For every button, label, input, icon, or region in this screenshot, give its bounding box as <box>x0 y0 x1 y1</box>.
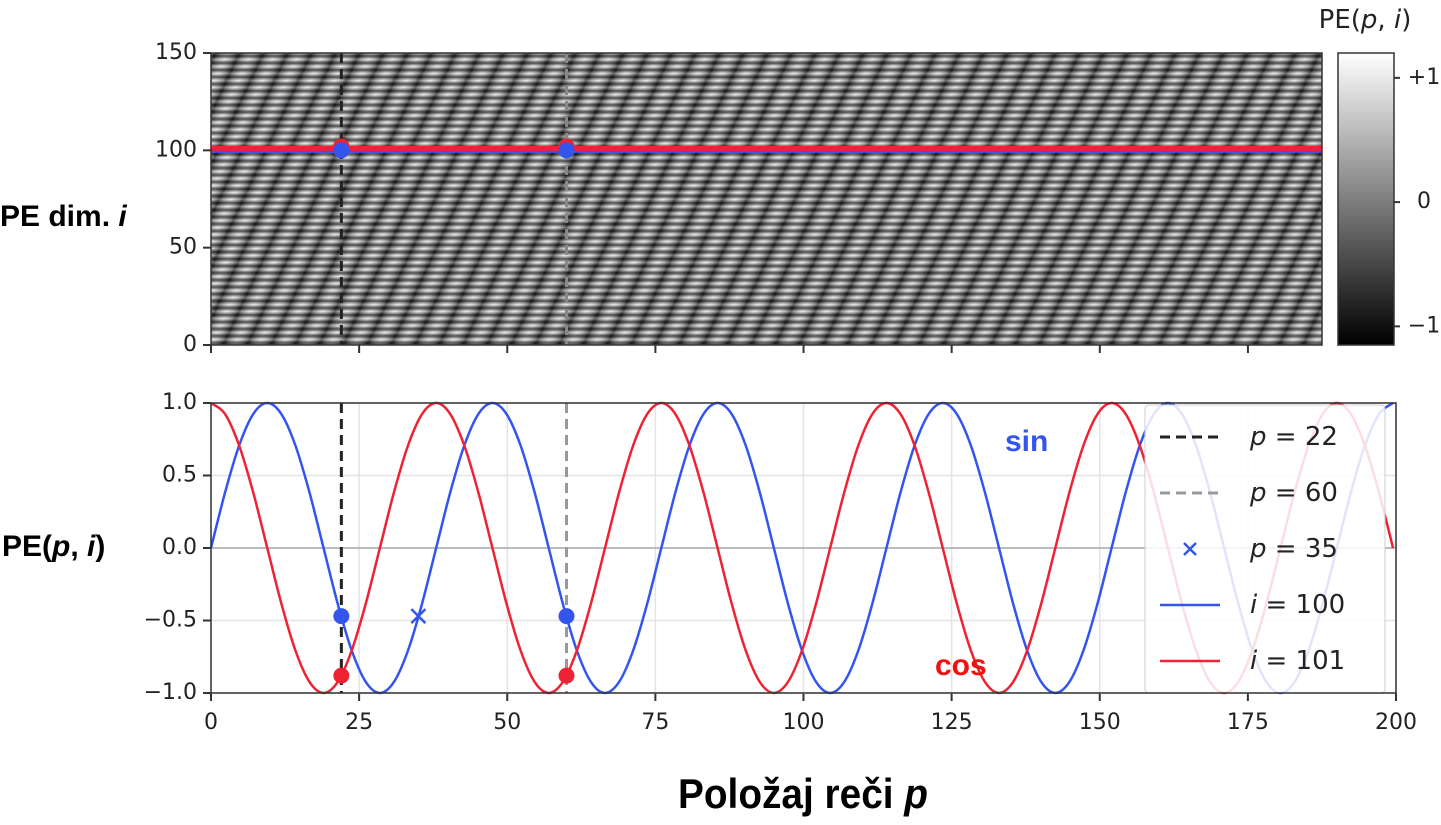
heatmap-texture <box>211 53 1322 345</box>
legend-label: p = 60 <box>1249 478 1338 508</box>
plot-frame <box>210 52 1323 346</box>
y-tick-label: 150 <box>155 40 197 65</box>
x-tick-label: 50 <box>493 710 521 735</box>
x-tick-label: 125 <box>931 710 973 735</box>
colorbar <box>1337 52 1395 346</box>
colorbar-title: PE(p, i) <box>1319 5 1412 35</box>
legend-label: p = 35 <box>1249 534 1338 564</box>
x-tick-label: 100 <box>783 710 825 735</box>
dot-marker <box>558 142 575 159</box>
y-tick-label: 0.0 <box>162 535 197 560</box>
x-tick-label: 0 <box>204 710 218 735</box>
y-axis-label: PE(p, i) <box>2 530 105 563</box>
colorbar-tick-label: −1 <box>1408 313 1440 338</box>
annotation: cos <box>935 649 987 682</box>
x-tick-label: 150 <box>1079 710 1121 735</box>
x-tick-label: 75 <box>641 710 669 735</box>
x-tick-label: 25 <box>345 710 373 735</box>
y-tick-label: −1.0 <box>144 680 197 705</box>
x-axis-label: Položaj reči p <box>678 770 928 817</box>
y-axis-label: PE dim. i <box>0 200 127 233</box>
dot-marker <box>333 608 350 625</box>
y-tick-label: 50 <box>169 235 197 260</box>
dot-marker <box>333 667 350 684</box>
colorbar-tick-label: +1 <box>1408 65 1440 90</box>
annotation: sin <box>1005 425 1048 458</box>
legend-label: p = 22 <box>1249 422 1338 452</box>
x-marker <box>410 608 427 625</box>
legend-handle <box>1183 542 1197 556</box>
dot-marker <box>333 142 350 159</box>
y-tick-label: −0.5 <box>144 608 197 633</box>
x-tick-label: 175 <box>1227 710 1269 735</box>
y-tick-label: 1.0 <box>162 390 197 415</box>
colorbar-tick-label: 0 <box>1417 189 1431 214</box>
legend-label: i = 101 <box>1250 646 1345 676</box>
legend-label: i = 100 <box>1250 590 1345 620</box>
x-tick-label: 200 <box>1375 710 1417 735</box>
y-tick-label: 100 <box>155 137 197 162</box>
plot-frame <box>210 402 1397 694</box>
dot-marker <box>558 608 575 625</box>
y-tick-label: 0.5 <box>162 463 197 488</box>
dot-marker <box>558 667 575 684</box>
y-tick-label: 0 <box>183 332 197 357</box>
